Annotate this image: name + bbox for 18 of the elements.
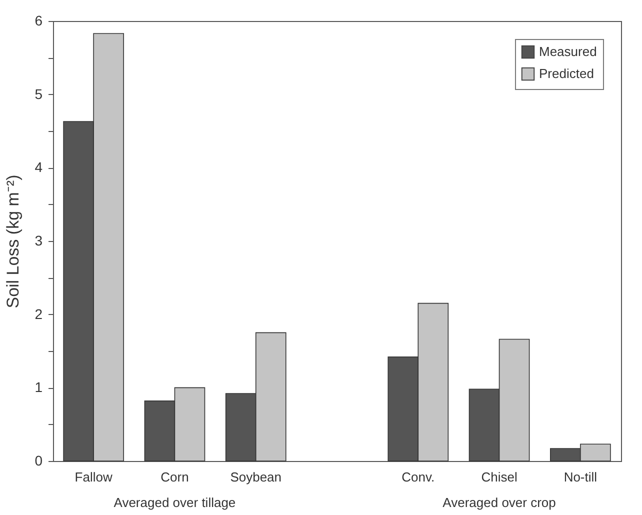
y-tick-label: 5	[34, 86, 43, 102]
x-tick-label: No-till	[564, 470, 598, 484]
legend-label: Measured	[539, 44, 597, 59]
y-tick-label: 4	[34, 159, 43, 176]
text: Averaged over tillage	[114, 495, 236, 510]
y-axis-title: Soil Loss (kg m⁻²)	[4, 174, 23, 308]
y-tick-label: 2	[34, 306, 43, 322]
legend-label: Predicted	[539, 66, 594, 81]
y-tick-label: 0	[34, 452, 43, 468]
text: Averaged over crop	[442, 495, 556, 510]
y-tick-label: 6	[34, 12, 43, 28]
x-tick-label: Conv.	[402, 470, 435, 484]
x-tick-label: Soybean	[230, 470, 282, 484]
y-tick-label: 1	[34, 379, 43, 396]
y-tick-label: 3	[34, 232, 43, 248]
x-tick-label: Corn	[160, 470, 189, 484]
x-tick-label: Fallow	[74, 470, 113, 484]
x-tick-label: Chisel	[481, 470, 518, 484]
